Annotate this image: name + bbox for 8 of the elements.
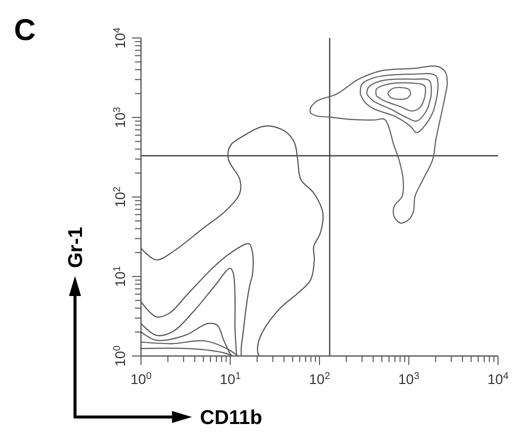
- x-tick-label: 10$^{4}$: [487, 370, 510, 387]
- x-tick-label: 10$^{3}$: [398, 370, 420, 387]
- x-tick-label: 10$^{2}$: [308, 370, 330, 387]
- chart-title: C: [14, 14, 36, 47]
- x-tick-label: 10$^{1}$: [220, 370, 241, 387]
- y-axis-title: Gr-1: [65, 226, 87, 268]
- x-tick-label: 10$^{0}$: [130, 370, 152, 387]
- x-axis-title: CD11b: [200, 407, 262, 429]
